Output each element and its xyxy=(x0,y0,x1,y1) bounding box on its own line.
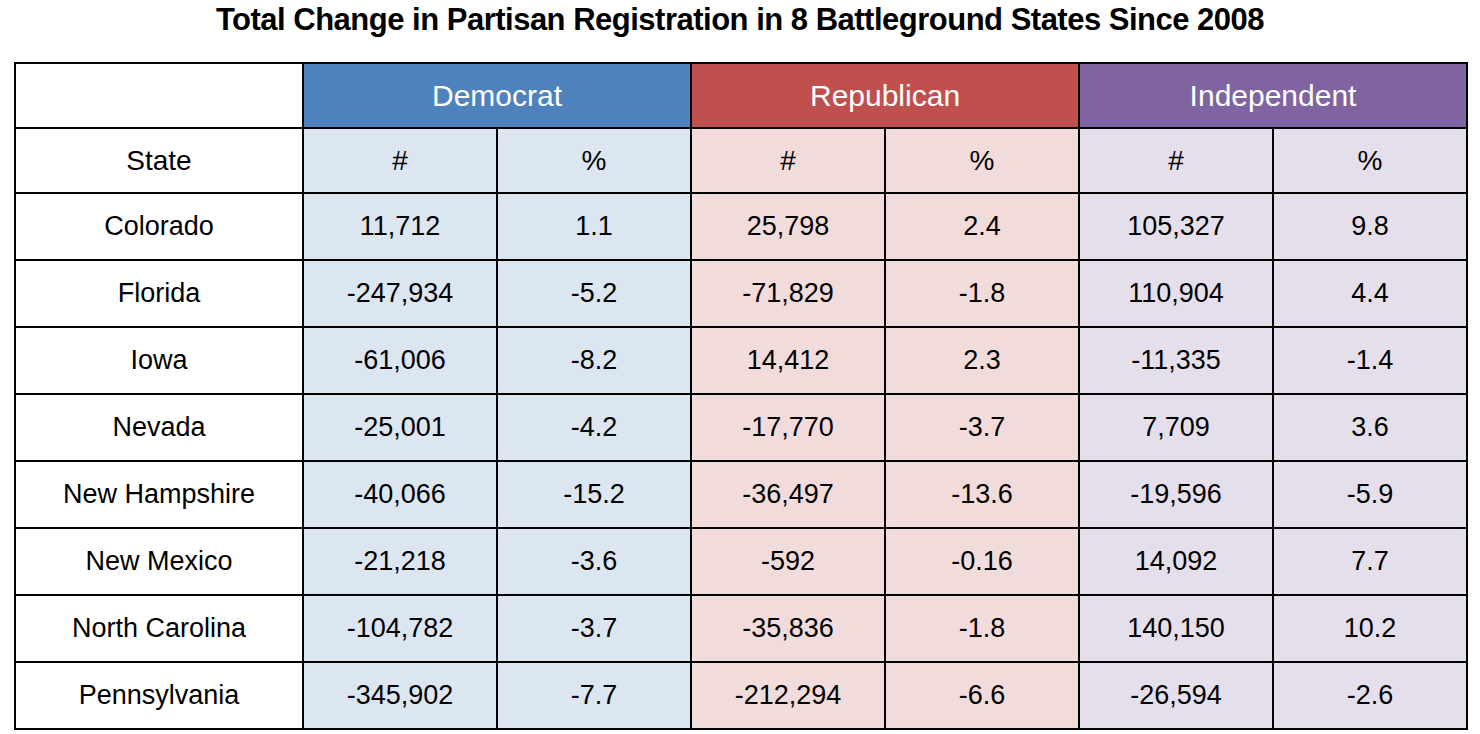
page: Total Change in Partisan Registration in… xyxy=(0,0,1480,734)
table-row: New Mexico -21,218 -3.6 -592 -0.16 14,09… xyxy=(15,528,1467,595)
ind-num-cell: 14,092 xyxy=(1079,528,1273,595)
state-cell: Colorado xyxy=(15,193,303,260)
state-cell: New Hampshire xyxy=(15,461,303,528)
rep-num-cell: 14,412 xyxy=(691,327,885,394)
ind-num-cell: -26,594 xyxy=(1079,662,1273,729)
dem-pct-cell: 1.1 xyxy=(497,193,691,260)
ind-num-cell: 140,150 xyxy=(1079,595,1273,662)
registration-table: Democrat Republican Independent State # … xyxy=(14,62,1468,730)
state-cell: New Mexico xyxy=(15,528,303,595)
state-cell: Pennsylvania xyxy=(15,662,303,729)
dem-pct-cell: -4.2 xyxy=(497,394,691,461)
page-title: Total Change in Partisan Registration in… xyxy=(0,2,1480,38)
ind-num-cell: -19,596 xyxy=(1079,461,1273,528)
ind-pct-cell: 9.8 xyxy=(1273,193,1467,260)
dem-num-cell: -25,001 xyxy=(303,394,497,461)
table-row: Pennsylvania -345,902 -7.7 -212,294 -6.6… xyxy=(15,662,1467,729)
ind-pct-cell: 3.6 xyxy=(1273,394,1467,461)
democrat-percent-header: % xyxy=(497,128,691,193)
ind-num-cell: 7,709 xyxy=(1079,394,1273,461)
independent-percent-header: % xyxy=(1273,128,1467,193)
subheader-row: State # % # % # % xyxy=(15,128,1467,193)
rep-pct-cell: 2.3 xyxy=(885,327,1079,394)
group-header-democrat: Democrat xyxy=(303,63,691,128)
dem-num-cell: -40,066 xyxy=(303,461,497,528)
ind-pct-cell: 4.4 xyxy=(1273,260,1467,327)
rep-pct-cell: -13.6 xyxy=(885,461,1079,528)
table-row: North Carolina -104,782 -3.7 -35,836 -1.… xyxy=(15,595,1467,662)
ind-pct-cell: -1.4 xyxy=(1273,327,1467,394)
rep-num-cell: -592 xyxy=(691,528,885,595)
ind-pct-cell: -5.9 xyxy=(1273,461,1467,528)
rep-num-cell: -212,294 xyxy=(691,662,885,729)
state-cell: Iowa xyxy=(15,327,303,394)
republican-number-header: # xyxy=(691,128,885,193)
dem-pct-cell: -8.2 xyxy=(497,327,691,394)
dem-num-cell: -345,902 xyxy=(303,662,497,729)
table-row: Nevada -25,001 -4.2 -17,770 -3.7 7,709 3… xyxy=(15,394,1467,461)
rep-num-cell: -17,770 xyxy=(691,394,885,461)
table-row: Colorado 11,712 1.1 25,798 2.4 105,327 9… xyxy=(15,193,1467,260)
party-header-row: Democrat Republican Independent xyxy=(15,63,1467,128)
state-cell: Florida xyxy=(15,260,303,327)
ind-num-cell: -11,335 xyxy=(1079,327,1273,394)
republican-percent-header: % xyxy=(885,128,1079,193)
rep-pct-cell: -0.16 xyxy=(885,528,1079,595)
dem-pct-cell: -15.2 xyxy=(497,461,691,528)
table-row: New Hampshire -40,066 -15.2 -36,497 -13.… xyxy=(15,461,1467,528)
dem-pct-cell: -3.6 xyxy=(497,528,691,595)
rep-num-cell: 25,798 xyxy=(691,193,885,260)
rep-num-cell: -71,829 xyxy=(691,260,885,327)
state-cell: North Carolina xyxy=(15,595,303,662)
democrat-number-header: # xyxy=(303,128,497,193)
rep-pct-cell: -6.6 xyxy=(885,662,1079,729)
group-header-independent: Independent xyxy=(1079,63,1467,128)
ind-num-cell: 110,904 xyxy=(1079,260,1273,327)
ind-pct-cell: 10.2 xyxy=(1273,595,1467,662)
dem-pct-cell: -5.2 xyxy=(497,260,691,327)
dem-num-cell: 11,712 xyxy=(303,193,497,260)
state-cell: Nevada xyxy=(15,394,303,461)
corner-cell xyxy=(15,63,303,128)
independent-number-header: # xyxy=(1079,128,1273,193)
ind-pct-cell: 7.7 xyxy=(1273,528,1467,595)
dem-pct-cell: -7.7 xyxy=(497,662,691,729)
ind-num-cell: 105,327 xyxy=(1079,193,1273,260)
dem-num-cell: -104,782 xyxy=(303,595,497,662)
group-header-republican: Republican xyxy=(691,63,1079,128)
rep-pct-cell: -3.7 xyxy=(885,394,1079,461)
table-row: Iowa -61,006 -8.2 14,412 2.3 -11,335 -1.… xyxy=(15,327,1467,394)
state-column-header: State xyxy=(15,128,303,193)
rep-pct-cell: -1.8 xyxy=(885,260,1079,327)
dem-num-cell: -247,934 xyxy=(303,260,497,327)
rep-num-cell: -35,836 xyxy=(691,595,885,662)
rep-num-cell: -36,497 xyxy=(691,461,885,528)
dem-pct-cell: -3.7 xyxy=(497,595,691,662)
dem-num-cell: -21,218 xyxy=(303,528,497,595)
ind-pct-cell: -2.6 xyxy=(1273,662,1467,729)
dem-num-cell: -61,006 xyxy=(303,327,497,394)
rep-pct-cell: 2.4 xyxy=(885,193,1079,260)
rep-pct-cell: -1.8 xyxy=(885,595,1079,662)
table-row: Florida -247,934 -5.2 -71,829 -1.8 110,9… xyxy=(15,260,1467,327)
